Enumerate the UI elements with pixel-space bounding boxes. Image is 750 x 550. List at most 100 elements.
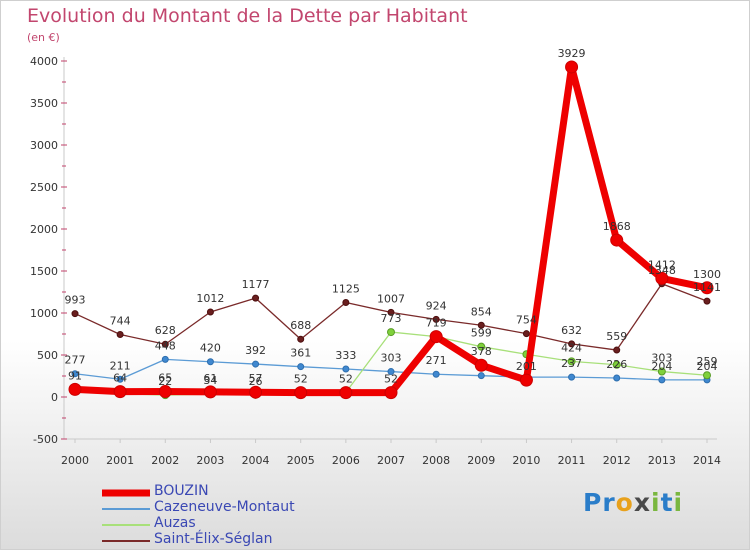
x-tick-label: 2010 bbox=[512, 454, 540, 467]
data-point bbox=[71, 310, 79, 318]
data-label: 854 bbox=[471, 305, 492, 318]
data-label: 392 bbox=[245, 344, 266, 357]
data-point bbox=[339, 386, 353, 400]
legend-swatch bbox=[102, 539, 150, 542]
data-point bbox=[565, 60, 579, 74]
legend-swatch bbox=[102, 523, 150, 526]
data-label: 719 bbox=[426, 317, 447, 330]
y-tick-label: -500 bbox=[33, 433, 58, 446]
data-point bbox=[429, 330, 443, 344]
data-label: 628 bbox=[155, 324, 176, 337]
data-label: 64 bbox=[113, 372, 127, 385]
data-point bbox=[342, 299, 350, 306]
proxiti-logo: Proxiti bbox=[583, 488, 683, 517]
y-tick-label: 3000 bbox=[30, 139, 58, 152]
data-label: 303 bbox=[381, 352, 402, 365]
data-point bbox=[568, 373, 576, 381]
data-point bbox=[294, 386, 308, 400]
data-point bbox=[342, 365, 350, 373]
data-point bbox=[700, 281, 714, 295]
data-label: 52 bbox=[339, 373, 353, 386]
data-point bbox=[161, 355, 169, 363]
data-point bbox=[432, 370, 440, 378]
data-point bbox=[161, 340, 169, 348]
data-point bbox=[113, 385, 127, 399]
x-tick-label: 2013 bbox=[648, 454, 676, 467]
y-tick-label: 2000 bbox=[30, 223, 58, 236]
data-label: 688 bbox=[290, 319, 311, 332]
data-label: 599 bbox=[471, 327, 492, 340]
data-point bbox=[474, 358, 488, 372]
data-label: 632 bbox=[561, 324, 582, 337]
logo-letter: i bbox=[651, 488, 661, 517]
data-label: 1177 bbox=[242, 278, 270, 291]
data-point bbox=[387, 328, 395, 337]
data-point bbox=[477, 321, 485, 329]
data-label: 201 bbox=[516, 360, 537, 373]
data-point bbox=[610, 233, 624, 247]
data-label: 1412 bbox=[648, 258, 676, 271]
legend-label: Auzas bbox=[154, 515, 196, 531]
data-label: 1348 bbox=[648, 264, 676, 277]
data-point bbox=[477, 342, 486, 351]
data-point bbox=[297, 335, 305, 343]
data-label: 303 bbox=[651, 352, 672, 365]
data-label: 424 bbox=[561, 341, 582, 354]
data-label: 65 bbox=[158, 372, 172, 385]
x-tick-label: 2009 bbox=[467, 454, 495, 467]
data-point bbox=[252, 294, 260, 302]
data-label: 1300 bbox=[693, 268, 721, 281]
data-point bbox=[432, 315, 440, 323]
data-point bbox=[703, 371, 711, 380]
data-point bbox=[522, 330, 530, 338]
data-point bbox=[613, 374, 621, 382]
x-tick-label: 2014 bbox=[693, 454, 721, 467]
data-label: 1012 bbox=[196, 292, 224, 305]
x-tick-label: 2004 bbox=[242, 454, 270, 467]
data-label: 744 bbox=[110, 315, 131, 328]
data-point bbox=[568, 340, 576, 348]
data-label: 1868 bbox=[603, 220, 631, 233]
data-point bbox=[613, 346, 621, 354]
data-point bbox=[249, 385, 263, 399]
data-point bbox=[387, 368, 395, 376]
data-label: 1141 bbox=[693, 281, 721, 294]
data-point bbox=[206, 358, 214, 366]
data-label: 26 bbox=[249, 375, 263, 388]
data-point bbox=[252, 360, 260, 368]
x-tick-label: 2006 bbox=[332, 454, 360, 467]
x-tick-label: 2000 bbox=[61, 454, 89, 467]
data-label: 237 bbox=[561, 357, 582, 370]
data-point bbox=[519, 373, 533, 387]
y-tick-label: 1000 bbox=[30, 307, 58, 320]
data-point bbox=[658, 376, 666, 384]
data-point bbox=[384, 386, 398, 400]
legend-swatch bbox=[102, 507, 150, 510]
data-point bbox=[206, 308, 214, 316]
chart-subtitle: (en €) bbox=[27, 31, 60, 44]
legend-label: BOUZIN bbox=[154, 483, 209, 499]
data-label: 773 bbox=[381, 312, 402, 325]
data-point bbox=[116, 375, 124, 383]
data-label: 361 bbox=[290, 347, 311, 360]
data-point bbox=[116, 331, 124, 339]
logo-letter: o bbox=[615, 488, 634, 517]
data-point bbox=[387, 308, 395, 316]
data-label: 277 bbox=[65, 354, 86, 367]
data-point bbox=[477, 372, 485, 380]
y-tick-label: 1500 bbox=[30, 265, 58, 278]
data-label: 34 bbox=[203, 374, 217, 387]
x-tick-label: 2002 bbox=[151, 454, 179, 467]
data-point bbox=[297, 363, 305, 371]
y-tick-label: 3500 bbox=[30, 97, 58, 110]
data-label: 333 bbox=[335, 349, 356, 362]
data-label: 91 bbox=[68, 369, 82, 382]
y-tick-label: 4000 bbox=[30, 55, 58, 68]
data-label: 57 bbox=[249, 372, 263, 385]
data-label: 61 bbox=[203, 372, 217, 385]
data-label: 211 bbox=[110, 359, 131, 372]
data-label: 204 bbox=[651, 360, 672, 373]
data-point bbox=[703, 297, 711, 305]
